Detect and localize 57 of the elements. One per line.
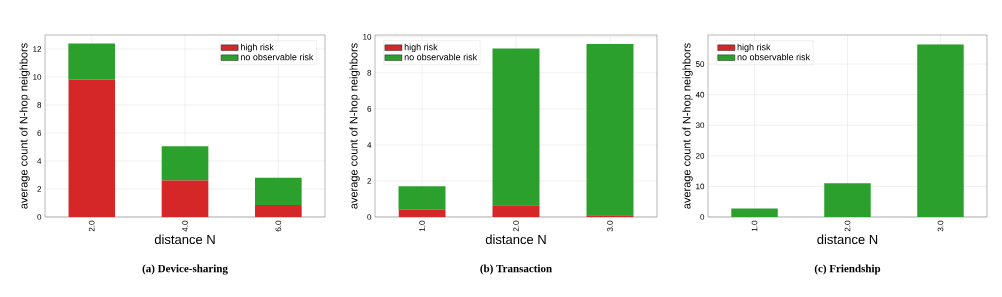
y-tick-label: 4 — [367, 142, 372, 148]
bar — [68, 79, 116, 217]
x-axis-title: distance N — [154, 234, 215, 245]
y-axis-title: average count of N-hop neighbors — [19, 43, 30, 209]
y-tick-label: 6 — [367, 106, 372, 112]
y-tick-label: 0 — [367, 214, 372, 220]
y-axis-title: average count of N-hop neighbors — [349, 43, 360, 209]
y-tick-label: 8 — [367, 70, 372, 76]
y-axis-title: average count of N-hop neighbors — [682, 43, 693, 209]
y-tick-label: 12 — [33, 46, 42, 52]
bar — [731, 208, 778, 217]
x-tick-label: 3.0 — [607, 220, 613, 232]
x-tick-label: 2.0 — [88, 220, 95, 232]
bar — [492, 205, 540, 217]
bar — [917, 44, 964, 217]
y-tick-label: 10 — [363, 33, 372, 40]
bar — [68, 43, 116, 80]
x-axis-title: distance N — [817, 234, 878, 245]
text: (b) Transaction — [480, 264, 552, 275]
legend-label: high risk — [737, 43, 771, 53]
x-tick-label: 2.0 — [513, 220, 519, 232]
y-tick-label: 2 — [37, 186, 42, 192]
bar — [398, 209, 446, 217]
x-tick-label: 2.0 — [844, 220, 851, 232]
y-tick-label: 0 — [700, 214, 705, 220]
bar — [255, 177, 302, 206]
bar — [492, 48, 540, 206]
bar — [398, 186, 446, 210]
y-tick-label: 8 — [37, 102, 42, 108]
x-tick-label: 1.0 — [419, 220, 425, 232]
legend-label: high risk — [404, 43, 438, 53]
legend-label: no observable risk — [240, 53, 314, 61]
bar — [255, 205, 302, 217]
y-tick-label: 2 — [367, 178, 372, 184]
x-tick-label: 6.0 — [275, 220, 282, 232]
y-tick-label: 4 — [37, 158, 42, 164]
legend-label: high risk — [241, 43, 274, 53]
y-tick-label: 6 — [37, 130, 42, 136]
y-tick-label: 10 — [696, 183, 705, 190]
bar — [161, 146, 209, 181]
y-tick-label: 30 — [695, 122, 705, 129]
y-tick-label: 40 — [695, 91, 705, 98]
bar — [586, 44, 634, 216]
legend-label: no observable risk — [404, 53, 478, 61]
text: (a) Device-sharing — [142, 264, 228, 275]
x-axis-title: distance N — [485, 234, 546, 245]
x-tick-label: 3.0 — [937, 220, 944, 232]
text: (c) Friendship — [814, 264, 881, 275]
bar — [161, 180, 209, 217]
bar — [824, 183, 871, 217]
y-tick-label: 50 — [695, 61, 705, 67]
y-tick-label: 0 — [37, 214, 42, 220]
x-tick-label: 4.0 — [182, 220, 188, 232]
legend-label: no observable risk — [737, 53, 811, 61]
y-tick-label: 20 — [695, 152, 705, 159]
x-tick-label: 1.0 — [751, 220, 758, 232]
y-tick-label: 10 — [33, 74, 42, 80]
